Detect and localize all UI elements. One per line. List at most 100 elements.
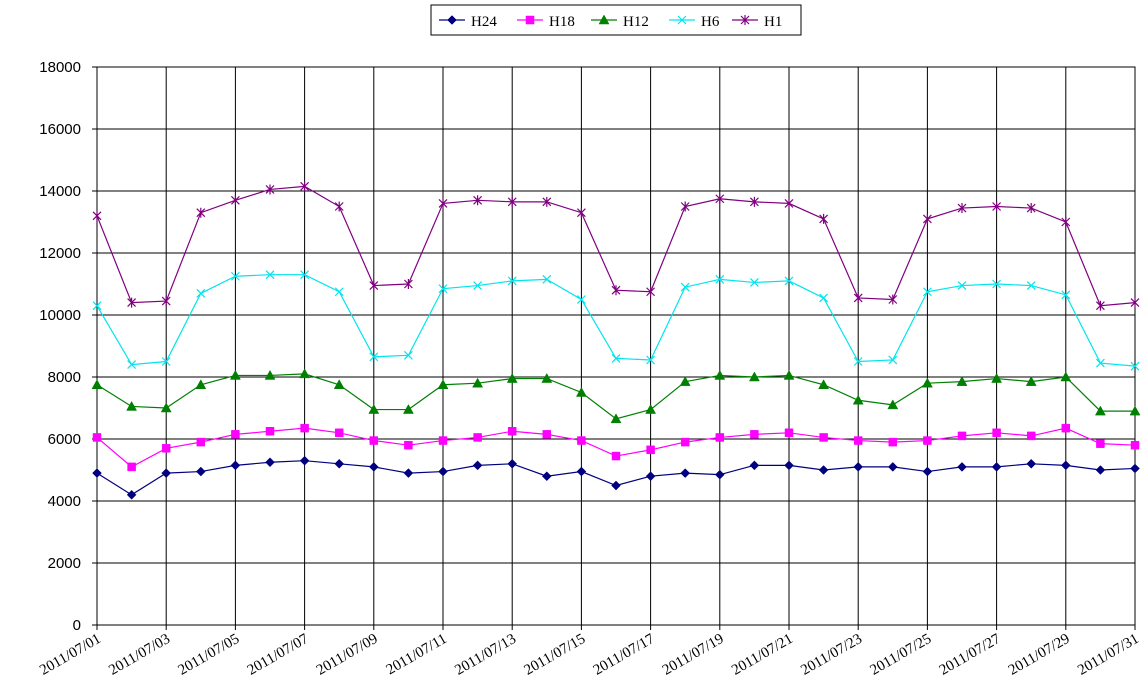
marker [610, 413, 622, 424]
marker [680, 282, 690, 292]
marker [680, 201, 690, 212]
marker [853, 436, 863, 445]
marker [438, 198, 448, 209]
marker [852, 394, 864, 405]
marker [161, 444, 171, 453]
marker [646, 445, 655, 455]
marker [715, 274, 725, 284]
marker [992, 279, 1002, 289]
marker [956, 376, 968, 386]
marker [1060, 460, 1071, 471]
legend-label: H18 [549, 14, 575, 30]
marker [923, 436, 932, 445]
marker [507, 458, 518, 469]
y-tick-label: 12000 [39, 245, 81, 262]
marker [714, 469, 725, 480]
marker [92, 301, 102, 311]
marker [611, 285, 621, 296]
marker [576, 466, 587, 477]
marker [611, 353, 621, 363]
marker [265, 184, 275, 195]
marker [92, 433, 102, 442]
marker [368, 404, 380, 414]
x-tick-label: 2011/07/01 [37, 631, 104, 679]
marker [922, 466, 933, 477]
marker [334, 287, 344, 297]
marker [231, 430, 240, 439]
marker [126, 489, 137, 500]
marker [888, 355, 898, 365]
marker [957, 431, 967, 441]
marker [1026, 281, 1036, 290]
legend-label: H24 [471, 14, 497, 30]
marker [957, 462, 967, 472]
marker [1061, 423, 1071, 433]
marker [403, 468, 414, 478]
marker [299, 368, 311, 379]
marker [265, 270, 275, 280]
legend-marker [740, 15, 750, 25]
marker [541, 373, 553, 383]
marker [195, 466, 206, 477]
y-tick-label: 0 [73, 617, 81, 634]
marker [507, 196, 517, 207]
marker [888, 437, 898, 447]
marker [1130, 297, 1140, 308]
marker [542, 430, 552, 439]
marker [369, 436, 379, 445]
marker [645, 404, 657, 414]
marker [1094, 405, 1106, 416]
x-tick-label: 2011/07/07 [245, 631, 312, 679]
marker [1060, 371, 1072, 382]
marker [161, 296, 171, 307]
marker [472, 377, 484, 388]
marker [611, 451, 621, 461]
x-tick-label: 2011/07/19 [660, 631, 727, 679]
marker [127, 297, 137, 308]
marker [784, 428, 794, 438]
marker [230, 195, 240, 206]
marker [749, 196, 759, 207]
marker [1130, 463, 1140, 474]
marker [1130, 440, 1140, 450]
marker [92, 210, 102, 221]
marker [715, 193, 725, 204]
marker [473, 195, 483, 206]
marker [749, 278, 759, 287]
marker [679, 376, 691, 386]
marker [922, 213, 932, 224]
marker [715, 433, 725, 442]
marker [507, 427, 517, 436]
marker [1026, 431, 1036, 441]
marker [1061, 217, 1071, 227]
marker [300, 181, 310, 192]
y-tick-label: 16000 [39, 121, 81, 138]
marker [161, 468, 172, 478]
marker [853, 462, 864, 472]
legend-marker [525, 15, 535, 25]
marker [611, 480, 621, 491]
marker [818, 465, 829, 475]
marker [714, 369, 726, 380]
marker [229, 369, 241, 380]
legend-label: H12 [623, 14, 649, 30]
y-tick-label: 14000 [39, 183, 81, 200]
marker [680, 437, 690, 447]
marker [853, 292, 863, 303]
marker [230, 460, 241, 471]
marker [991, 462, 1002, 472]
marker [888, 294, 898, 305]
x-tick-label: 2011/07/09 [314, 631, 381, 679]
marker [368, 462, 379, 472]
x-tick-label: 2011/07/27 [937, 631, 1004, 679]
marker [646, 355, 656, 365]
y-tick-label: 8000 [48, 369, 81, 386]
x-tick-label: 2011/07/15 [521, 631, 588, 679]
marker [1095, 465, 1106, 475]
marker [472, 460, 483, 471]
marker [1026, 203, 1036, 214]
marker [575, 386, 587, 397]
marker [402, 404, 414, 414]
x-tick-label: 2011/07/17 [591, 631, 658, 679]
marker [819, 213, 829, 224]
